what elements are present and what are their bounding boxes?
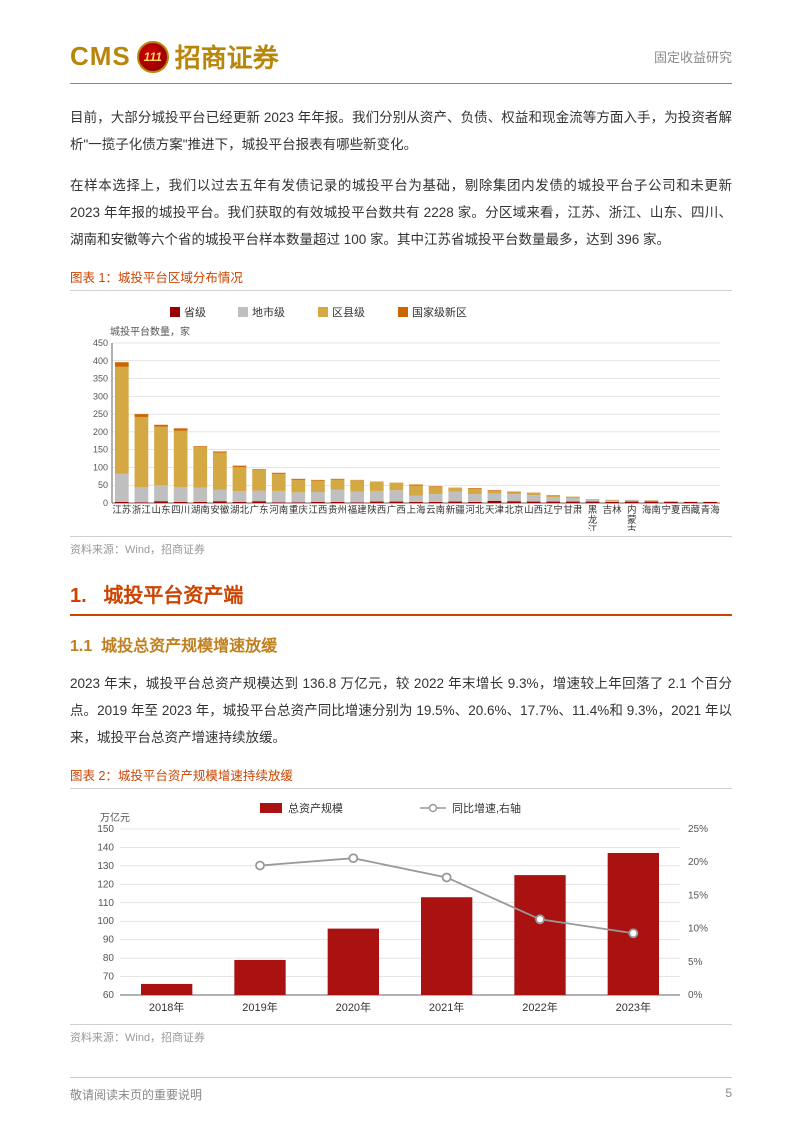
section-1-title: 城投平台资产端	[103, 585, 243, 607]
svg-text:70: 70	[103, 972, 115, 983]
svg-text:25%: 25%	[688, 824, 708, 835]
svg-text:陕西: 陕西	[367, 504, 386, 516]
body-paragraph-3: 2023 年末，城投平台总资产规模达到 136.8 万亿元，较 2022 年末增…	[70, 670, 732, 751]
chart2-title: 图表 2：城投平台资产规模增速持续放缓	[70, 765, 732, 789]
svg-text:西藏: 西藏	[681, 504, 701, 516]
section-1-1-num: 1.1	[70, 638, 92, 655]
svg-text:140: 140	[97, 842, 114, 853]
svg-text:110: 110	[98, 898, 114, 909]
svg-text:宁夏: 宁夏	[661, 504, 681, 516]
logo-cn: 招商证券	[175, 38, 279, 75]
svg-text:辽宁: 辽宁	[544, 504, 563, 516]
page-footer: 敬请阅读末页的重要说明 5	[70, 1077, 732, 1103]
svg-text:区县级: 区县级	[332, 306, 365, 319]
svg-text:内蒙古: 内蒙古	[627, 504, 637, 531]
svg-text:北京: 北京	[505, 504, 524, 516]
svg-text:80: 80	[103, 953, 115, 964]
svg-text:120: 120	[97, 879, 114, 890]
svg-text:300: 300	[93, 391, 108, 401]
logo-badge-icon: 111	[137, 41, 169, 73]
svg-text:200: 200	[93, 427, 108, 437]
svg-text:250: 250	[93, 409, 108, 419]
svg-text:10%: 10%	[688, 924, 708, 935]
svg-text:广西: 广西	[387, 504, 406, 516]
svg-text:新疆: 新疆	[446, 504, 466, 516]
svg-text:2020年: 2020年	[336, 1000, 371, 1014]
svg-text:150: 150	[93, 445, 108, 455]
svg-text:湖南: 湖南	[191, 504, 210, 516]
logo-en: CMS	[70, 41, 131, 72]
svg-text:广东: 广东	[250, 504, 269, 516]
svg-text:江西: 江西	[308, 505, 327, 516]
page-header: CMS 111 招商证券 固定收益研究	[70, 38, 732, 84]
svg-text:0: 0	[103, 498, 108, 508]
svg-text:350: 350	[93, 374, 108, 384]
chart2-source: 资料来源：Wind，招商证券	[70, 1024, 732, 1045]
svg-text:2018年: 2018年	[149, 1000, 184, 1014]
svg-text:河南: 河南	[269, 504, 288, 516]
svg-text:100: 100	[93, 462, 108, 472]
footer-page-number: 5	[725, 1086, 732, 1103]
svg-text:地市级: 地市级	[252, 305, 285, 319]
svg-text:吉林: 吉林	[603, 504, 623, 516]
svg-text:400: 400	[93, 356, 108, 366]
svg-text:山东: 山东	[152, 504, 171, 516]
chart1: 省级 地市级 区县级 国家级新区城投平台数量，家 0 50 100 150 200 250 300 3…	[70, 301, 732, 536]
svg-text:100: 100	[97, 916, 114, 927]
svg-text:黑龙江: 黑龙江	[588, 505, 598, 531]
section-1-1-title: 城投总资产规模增速放缓	[101, 638, 277, 655]
svg-text:四川: 四川	[171, 505, 190, 516]
svg-text:河北: 河北	[465, 504, 485, 516]
svg-text:上海: 上海	[406, 504, 426, 516]
svg-text:2023年: 2023年	[616, 1000, 651, 1014]
svg-text:万亿元: 万亿元	[100, 811, 130, 824]
chart1-source: 资料来源：Wind，招商证券	[70, 536, 732, 557]
svg-text:同比增速,右轴: 同比增速,右轴	[452, 801, 521, 815]
svg-text:山西: 山西	[524, 505, 543, 516]
svg-text:江苏: 江苏	[112, 504, 132, 516]
intro-paragraph-1: 目前，大部分城投平台已经更新 2023 年年报。我们分别从资产、负债、权益和现金…	[70, 104, 732, 158]
svg-text:安徽: 安徽	[210, 504, 230, 516]
intro-paragraph-2: 在样本选择上，我们以过去五年有发债记录的城投平台为基础，剔除集团内发债的城投平台…	[70, 172, 732, 253]
svg-text:海南: 海南	[642, 504, 661, 516]
svg-text:15%: 15%	[688, 890, 708, 901]
svg-text:天津: 天津	[485, 505, 505, 516]
footer-disclaimer: 敬请阅读末页的重要说明	[70, 1086, 202, 1103]
svg-text:贵州: 贵州	[328, 504, 347, 516]
svg-text:省级: 省级	[184, 306, 206, 319]
header-category: 固定收益研究	[654, 47, 732, 66]
svg-text:2022年: 2022年	[522, 1000, 557, 1014]
svg-text:90: 90	[103, 935, 115, 946]
chart1-title: 图表 1：城投平台区域分布情况	[70, 267, 732, 291]
svg-text:云南: 云南	[426, 504, 445, 516]
svg-text:福建: 福建	[348, 504, 368, 516]
svg-text:130: 130	[97, 861, 114, 872]
section-1-1-heading: 1.1 城投总资产规模增速放缓	[70, 632, 732, 656]
svg-text:甘肃: 甘肃	[563, 504, 582, 516]
svg-text:湖北: 湖北	[230, 505, 250, 516]
svg-text:城投平台数量，家: 城投平台数量，家	[110, 325, 190, 338]
svg-text:2019年: 2019年	[242, 1000, 277, 1014]
section-1-num: 1.	[70, 585, 87, 607]
section-1-heading: 1. 城投平台资产端	[70, 579, 732, 616]
svg-text:重庆: 重庆	[289, 504, 309, 516]
svg-text:50: 50	[98, 480, 108, 490]
svg-text:0%: 0%	[688, 990, 703, 1001]
svg-text:150: 150	[97, 824, 114, 835]
svg-text:20%: 20%	[688, 857, 708, 868]
chart2: 总资产规模 同比增速,右轴万亿元 60 70 80 90 100 110 120 130 140 15…	[70, 799, 732, 1024]
svg-text:450: 450	[93, 338, 108, 348]
svg-text:国家级新区: 国家级新区	[412, 305, 467, 319]
svg-text:2021年: 2021年	[429, 1000, 464, 1014]
svg-text:总资产规模: 总资产规模	[288, 801, 343, 815]
svg-text:青海: 青海	[701, 504, 721, 516]
logo: CMS 111 招商证券	[70, 38, 279, 75]
svg-text:5%: 5%	[688, 957, 703, 968]
svg-text:60: 60	[103, 990, 115, 1001]
svg-text:浙江: 浙江	[132, 504, 152, 516]
